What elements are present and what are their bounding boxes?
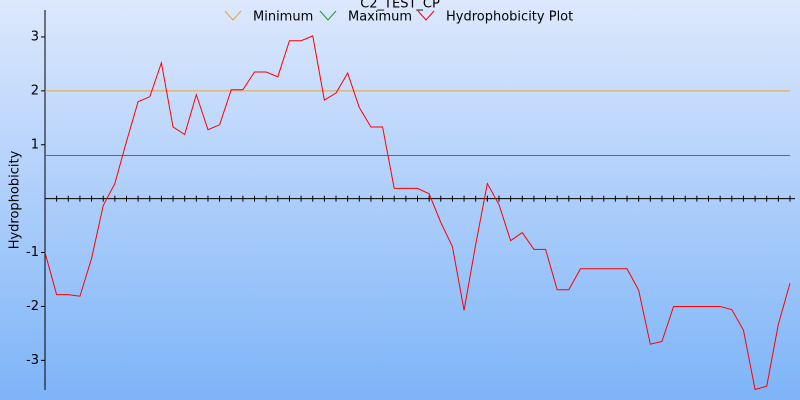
y-tick-label: 2 xyxy=(31,83,39,98)
legend-label: Minimum xyxy=(253,10,313,25)
legend-label: Maximum xyxy=(348,10,412,25)
y-tick-label: -3 xyxy=(26,353,39,368)
legend-icon xyxy=(224,10,242,21)
y-tick-label: -2 xyxy=(26,299,39,314)
y-tick-label: 3 xyxy=(31,29,39,44)
y-axis-label: Hydrophobicity xyxy=(8,150,23,249)
chart-title: C2_TEST_CP xyxy=(360,0,440,12)
legend-icon xyxy=(319,10,337,21)
data-line xyxy=(44,35,791,391)
legend-icon xyxy=(417,10,435,21)
y-tick-label: -1 xyxy=(26,245,39,260)
y-tick-label: 1 xyxy=(31,137,39,152)
legend-label: Hydrophobicity Plot xyxy=(446,10,573,25)
